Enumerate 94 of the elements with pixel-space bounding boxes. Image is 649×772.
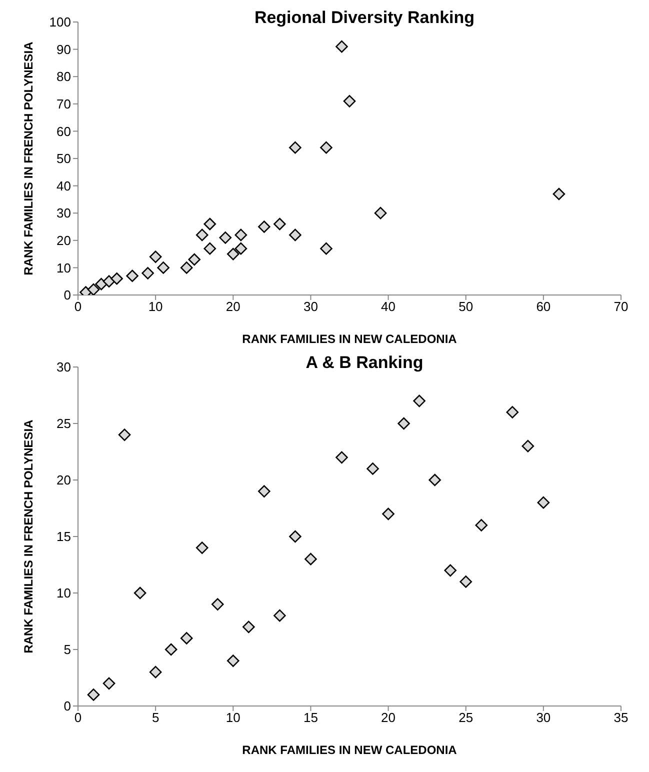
point: [157, 262, 170, 274]
y-tick-label: 5: [64, 642, 71, 658]
x-axis-title: RANK FAMILIES IN NEW CALEDONIA: [242, 332, 458, 346]
point: [398, 417, 410, 430]
point: [87, 688, 100, 701]
point: [196, 228, 208, 242]
point: [552, 188, 566, 200]
point: [374, 206, 387, 220]
point: [289, 530, 302, 543]
y-tick-label: 10: [56, 586, 71, 601]
point: [180, 262, 193, 274]
x-tick-label: 70: [614, 299, 628, 314]
point: [204, 218, 216, 230]
x-tick-label: 10: [148, 299, 163, 314]
y-axis-title: RANK FAMILIES IN FRENCH POLYNESIA: [21, 41, 36, 276]
x-tick-label: 35: [614, 710, 628, 726]
x-tick-label: 25: [458, 710, 474, 726]
point: [95, 278, 108, 290]
point: [196, 542, 208, 554]
point: [149, 666, 162, 678]
point: [289, 141, 302, 154]
x-tick-label: 20: [226, 299, 240, 314]
point: [204, 242, 216, 255]
x-tick-label: 20: [381, 710, 396, 726]
point: [242, 620, 255, 634]
point: [149, 250, 162, 263]
point: [180, 632, 193, 644]
chart-title: Regional Diversity Ranking: [253, 8, 476, 28]
point: [537, 496, 550, 509]
point: [444, 564, 456, 577]
point: [258, 220, 270, 233]
x-tick-label: 0: [74, 710, 82, 726]
point: [87, 283, 100, 295]
point: [118, 428, 131, 441]
y-tick-label: 10: [56, 260, 71, 276]
y-tick-label: 15: [56, 529, 71, 544]
point: [413, 394, 426, 408]
y-tick-label: 0: [64, 288, 71, 303]
point: [110, 272, 123, 285]
x-tick-label: 0: [74, 299, 82, 314]
point: [164, 643, 178, 656]
point: [304, 552, 317, 566]
point: [522, 440, 534, 452]
point: [428, 474, 441, 486]
point: [274, 218, 286, 230]
point: [382, 508, 394, 520]
point: [320, 141, 332, 154]
y-tick-label: 20: [56, 472, 71, 488]
point: [134, 586, 146, 600]
y-tick-label: 20: [56, 233, 71, 248]
y-axis-title: RANK FAMILIES IN FRENCH POLYNESIA: [21, 419, 36, 654]
x-tick-label: 50: [458, 299, 474, 314]
y-tick-label: 30: [56, 360, 71, 375]
y-tick-label: 30: [56, 206, 71, 221]
point: [475, 519, 488, 532]
point: [234, 242, 248, 255]
point: [506, 406, 519, 418]
y-tick-label: 0: [64, 698, 71, 714]
x-tick-label: 10: [226, 710, 240, 726]
y-tick-label: 25: [56, 416, 71, 432]
chart-title: A & B Ranking: [304, 353, 424, 373]
x-tick-label: 5: [152, 710, 160, 726]
point: [366, 462, 379, 475]
y-tick-label: 40: [56, 178, 71, 194]
point: [142, 267, 154, 280]
point: [219, 232, 232, 244]
point: [320, 242, 332, 255]
y-tick-label: 60: [56, 124, 71, 139]
point: [102, 677, 116, 690]
point: [274, 609, 286, 622]
x-tick-label: 60: [536, 299, 551, 314]
point: [234, 228, 248, 242]
y-tick-label: 50: [56, 151, 71, 166]
point: [102, 275, 116, 288]
point: [211, 598, 224, 610]
point: [188, 253, 201, 266]
x-tick-label: 30: [536, 710, 551, 726]
y-tick-label: 70: [56, 96, 71, 112]
point: [336, 40, 348, 53]
point: [226, 248, 240, 260]
point: [289, 228, 302, 242]
x-axis-title: RANK FAMILIES IN NEW CALEDONIA: [242, 743, 458, 757]
x-tick-label: 30: [303, 299, 318, 314]
y-tick-label: 100: [49, 14, 71, 30]
point: [343, 95, 356, 108]
point: [226, 654, 240, 667]
point: [258, 485, 270, 498]
point: [460, 576, 472, 588]
y-tick-label: 80: [56, 69, 71, 84]
point: [336, 451, 348, 464]
x-tick-label: 15: [303, 710, 318, 726]
point: [126, 270, 138, 282]
x-tick-label: 40: [381, 299, 396, 314]
y-tick-label: 90: [56, 42, 71, 57]
